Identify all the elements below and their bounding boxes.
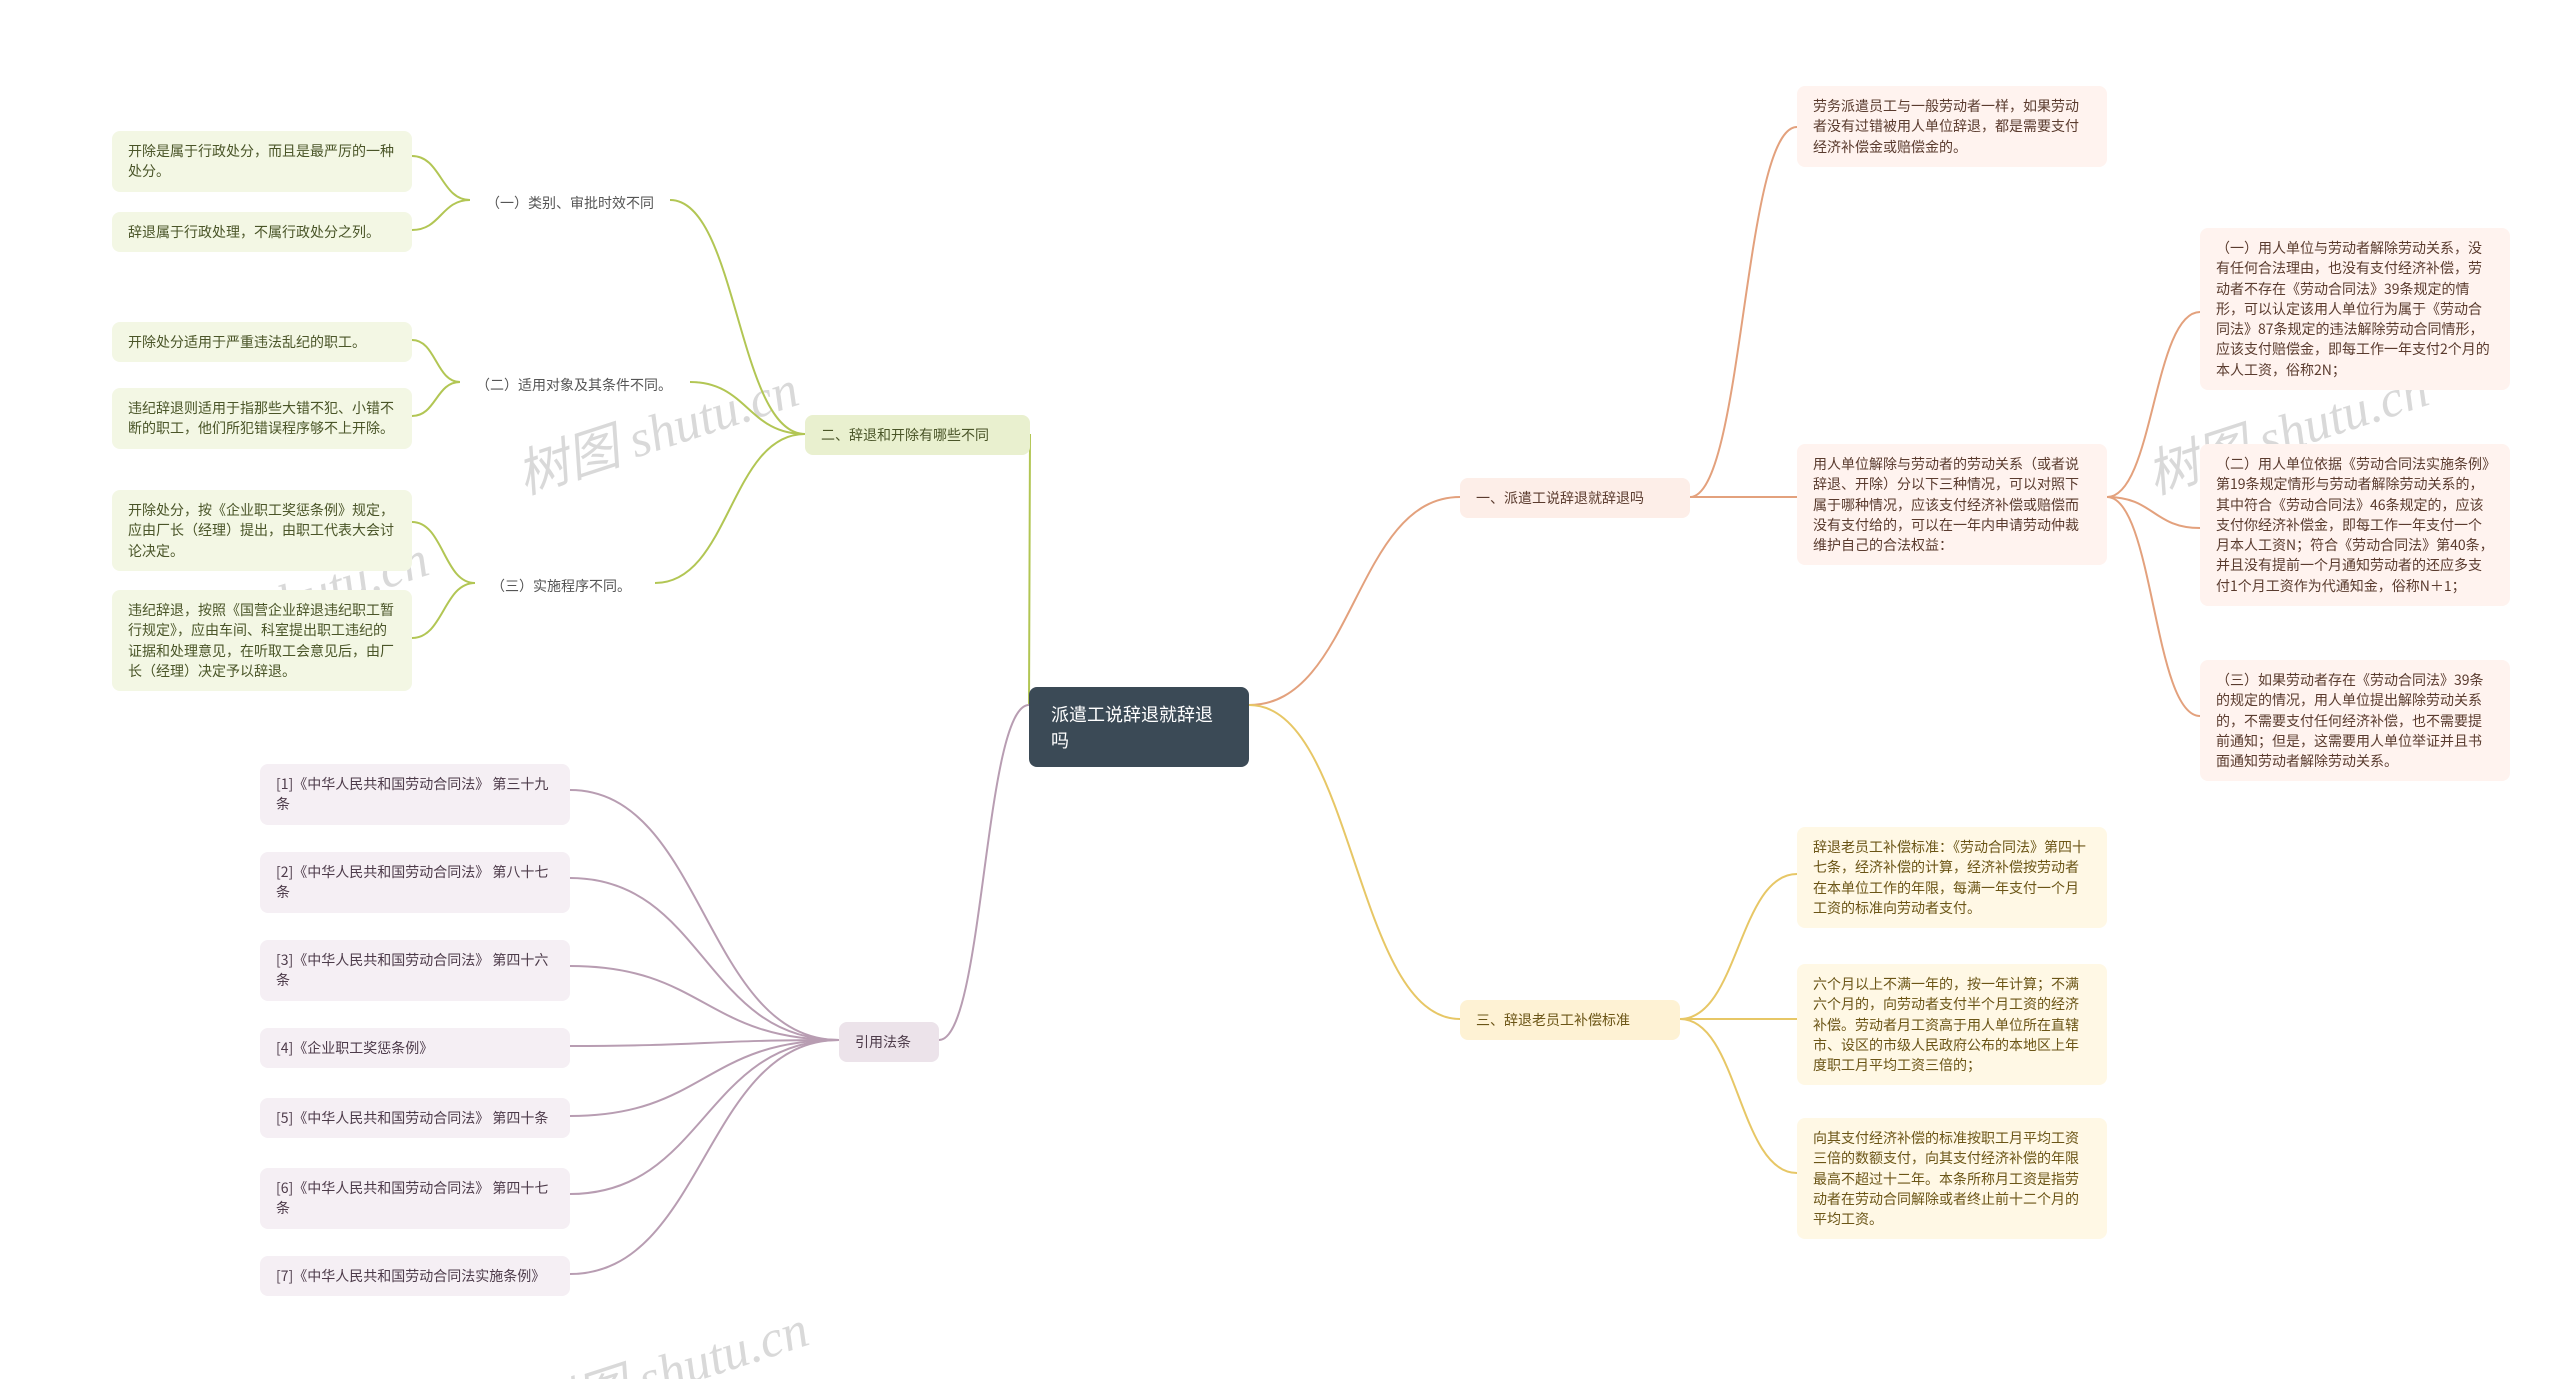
edge (2107, 312, 2200, 497)
edge (412, 200, 470, 230)
b2-mid-3[interactable]: （三）实施程序不同。 (475, 566, 655, 606)
b2-leaf-1a[interactable]: 开除是属于行政处分，而且是最严厉的一种处分。 (112, 131, 412, 192)
edge (570, 1040, 839, 1116)
b1-leaf-2b-text: （二）用人单位依据《劳动合同法实施条例》第19条规定情形与劳动者解除劳动关系的，… (2200, 444, 2510, 606)
b2-leaf-2a[interactable]: 开除处分适用于严重违法乱纪的职工。 (112, 322, 412, 362)
b2-leaf-2b-text: 违纪辞退则适用于指那些大错不犯、小错不断的职工，他们所犯错误程序够不上开除。 (112, 388, 412, 449)
edge (1249, 497, 1460, 705)
b1-leaf-2-text: 用人单位解除与劳动者的劳动关系（或者说辞退、开除）分以下三种情况，可以对照下属于… (1797, 444, 2107, 565)
b3-leaf-1-text: 辞退老员工补偿标准：《劳动合同法》第四十七条，经济补偿的计算，经济补偿按劳动者在… (1797, 827, 2107, 928)
edge (412, 382, 460, 416)
b4-leaf-2[interactable]: [2]《中华人民共和国劳动合同法》 第八十七条 (260, 852, 570, 913)
b2-mid-2-text: （二）适用对象及其条件不同。 (460, 365, 690, 405)
b4-leaf-3[interactable]: [3]《中华人民共和国劳动合同法》 第四十六条 (260, 940, 570, 1001)
b2-leaf-1a-text: 开除是属于行政处分，而且是最严厉的一种处分。 (112, 131, 412, 192)
b4-leaf-7[interactable]: [7]《中华人民共和国劳动合同法实施条例》 (260, 1256, 570, 1296)
edge (412, 583, 475, 638)
b2-mid-2[interactable]: （二）适用对象及其条件不同。 (460, 365, 690, 405)
b2-mid-1-text: （一）类别、审批时效不同 (470, 183, 670, 223)
b1-leaf-2c-text: （三）如果劳动者存在《劳动合同法》39条的规定的情况，用人单位提出解除劳动关系的… (2200, 660, 2510, 781)
edge (570, 1040, 839, 1046)
b4-leaf-6[interactable]: [6]《中华人民共和国劳动合同法》 第四十七条 (260, 1168, 570, 1229)
edge (412, 522, 475, 583)
branch-2[interactable]: 二、辞退和开除有哪些不同 (805, 415, 1030, 455)
branch-3[interactable]: 三、辞退老员工补偿标准 (1460, 1000, 1680, 1040)
edge (2107, 497, 2200, 528)
branch-1[interactable]: 一、派遣工说辞退就辞退吗 (1460, 478, 1690, 518)
b2-mid-1[interactable]: （一）类别、审批时效不同 (470, 183, 670, 223)
b1-leaf-2a-text: （一）用人单位与劳动者解除劳动关系，没有任何合法理由，也没有支付经济补偿，劳动者… (2200, 228, 2510, 390)
edge (570, 1040, 839, 1274)
b4-leaf-5-text: [5]《中华人民共和国劳动合同法》 第四十条 (260, 1098, 570, 1138)
b2-leaf-3a[interactable]: 开除处分，按《企业职工奖惩条例》规定，应由厂长（经理）提出，由职工代表大会讨论决… (112, 490, 412, 571)
b2-mid-3-text: （三）实施程序不同。 (475, 566, 655, 606)
edge (690, 382, 805, 434)
b2-leaf-2b[interactable]: 违纪辞退则适用于指那些大错不犯、小错不断的职工，他们所犯错误程序够不上开除。 (112, 388, 412, 449)
b4-leaf-3-text: [3]《中华人民共和国劳动合同法》 第四十六条 (260, 940, 570, 1001)
b2-leaf-1b[interactable]: 辞退属于行政处理，不属行政处分之列。 (112, 212, 412, 252)
branch-3-label: 三、辞退老员工补偿标准 (1460, 1000, 1680, 1040)
b2-leaf-2a-text: 开除处分适用于严重违法乱纪的职工。 (112, 322, 412, 362)
edge (412, 340, 460, 382)
watermark: 树图 shutu.cn (516, 1287, 817, 1379)
branch-4-label: 引用法条 (839, 1022, 939, 1062)
edge (570, 790, 839, 1040)
edge (1249, 705, 1460, 1019)
edge (1029, 434, 1030, 705)
b1-leaf-1-text: 劳务派遣员工与一般劳动者一样，如果劳动者没有过错被用人单位辞退，都是需要支付经济… (1797, 86, 2107, 167)
b4-leaf-1[interactable]: [1]《中华人民共和国劳动合同法》 第三十九条 (260, 764, 570, 825)
edge (670, 200, 805, 434)
branch-1-label: 一、派遣工说辞退就辞退吗 (1460, 478, 1690, 518)
b4-leaf-6-text: [6]《中华人民共和国劳动合同法》 第四十七条 (260, 1168, 570, 1229)
edge (939, 705, 1029, 1040)
b1-leaf-2c[interactable]: （三）如果劳动者存在《劳动合同法》39条的规定的情况，用人单位提出解除劳动关系的… (2200, 660, 2510, 781)
edge (1680, 1019, 1797, 1173)
b4-leaf-1-text: [1]《中华人民共和国劳动合同法》 第三十九条 (260, 764, 570, 825)
edge (412, 156, 470, 200)
b4-leaf-4-text: [4]《企业职工奖惩条例》 (260, 1028, 570, 1068)
edge (1690, 127, 1797, 497)
b3-leaf-2[interactable]: 六个月以上不满一年的，按一年计算；不满六个月的，向劳动者支付半个月工资的经济补偿… (1797, 964, 2107, 1085)
root-label: 派遣工说辞退就辞退吗 (1029, 687, 1249, 767)
b3-leaf-1[interactable]: 辞退老员工补偿标准：《劳动合同法》第四十七条，经济补偿的计算，经济补偿按劳动者在… (1797, 827, 2107, 928)
b1-leaf-2[interactable]: 用人单位解除与劳动者的劳动关系（或者说辞退、开除）分以下三种情况，可以对照下属于… (1797, 444, 2107, 565)
b2-leaf-3b-text: 违纪辞退，按照《国营企业辞退违纪职工暂行规定》，应由车间、科室提出职工违纪的证据… (112, 590, 412, 691)
b4-leaf-7-text: [7]《中华人民共和国劳动合同法实施条例》 (260, 1256, 570, 1296)
branch-4[interactable]: 引用法条 (839, 1022, 939, 1062)
b3-leaf-2-text: 六个月以上不满一年的，按一年计算；不满六个月的，向劳动者支付半个月工资的经济补偿… (1797, 964, 2107, 1085)
b4-leaf-2-text: [2]《中华人民共和国劳动合同法》 第八十七条 (260, 852, 570, 913)
edge (570, 878, 839, 1040)
b2-leaf-3b[interactable]: 违纪辞退，按照《国营企业辞退违纪职工暂行规定》，应由车间、科室提出职工违纪的证据… (112, 590, 412, 691)
root-node[interactable]: 派遣工说辞退就辞退吗 (1029, 687, 1249, 767)
b1-leaf-2b[interactable]: （二）用人单位依据《劳动合同法实施条例》第19条规定情形与劳动者解除劳动关系的，… (2200, 444, 2510, 606)
b4-leaf-4[interactable]: [4]《企业职工奖惩条例》 (260, 1028, 570, 1068)
edge (570, 1040, 839, 1194)
b4-leaf-5[interactable]: [5]《中华人民共和国劳动合同法》 第四十条 (260, 1098, 570, 1138)
edge (1680, 874, 1797, 1019)
b1-leaf-2a[interactable]: （一）用人单位与劳动者解除劳动关系，没有任何合法理由，也没有支付经济补偿，劳动者… (2200, 228, 2510, 390)
edge (2107, 497, 2200, 716)
b2-leaf-1b-text: 辞退属于行政处理，不属行政处分之列。 (112, 212, 412, 252)
b1-leaf-1[interactable]: 劳务派遣员工与一般劳动者一样，如果劳动者没有过错被用人单位辞退，都是需要支付经济… (1797, 86, 2107, 167)
b3-leaf-3[interactable]: 向其支付经济补偿的标准按职工月平均工资三倍的数额支付，向其支付经济补偿的年限最高… (1797, 1118, 2107, 1239)
branch-2-label: 二、辞退和开除有哪些不同 (805, 415, 1030, 455)
edge (570, 966, 839, 1040)
b3-leaf-3-text: 向其支付经济补偿的标准按职工月平均工资三倍的数额支付，向其支付经济补偿的年限最高… (1797, 1118, 2107, 1239)
b2-leaf-3a-text: 开除处分，按《企业职工奖惩条例》规定，应由厂长（经理）提出，由职工代表大会讨论决… (112, 490, 412, 571)
edge (655, 434, 805, 583)
